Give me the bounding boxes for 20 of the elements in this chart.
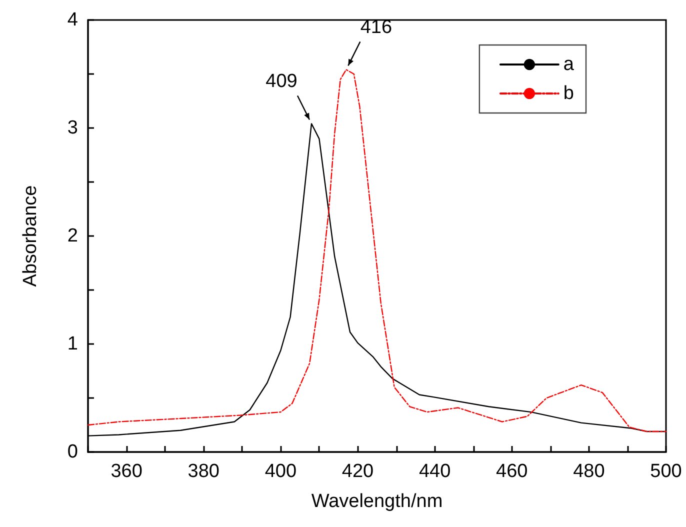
x-axis-title: Wavelength/nm (311, 491, 443, 512)
x-tick-label: 480 (573, 461, 605, 482)
y-tick-label: 4 (67, 10, 78, 30)
annotation: 409 (266, 71, 298, 92)
line-series (87, 69, 667, 432)
legend-label: a (563, 54, 574, 75)
y-tick-label: 0 (67, 442, 78, 462)
legend-label: b (563, 83, 574, 104)
y-tick-label: 1 (67, 334, 78, 354)
x-tick-label: 500 (650, 461, 682, 482)
y-axis-title: Absorbance (20, 185, 41, 287)
x-tick-label: 460 (496, 461, 528, 482)
x-tick-label: 420 (342, 461, 374, 482)
x-tick-label: 440 (418, 461, 451, 482)
x-tick-label: 400 (264, 461, 297, 482)
annotation: 416 (360, 17, 392, 38)
x-tick-label: 360 (110, 461, 142, 482)
y-tick-label: 2 (67, 226, 78, 246)
x-tick-label: 380 (188, 461, 220, 482)
y-tick-label: 3 (67, 118, 78, 138)
